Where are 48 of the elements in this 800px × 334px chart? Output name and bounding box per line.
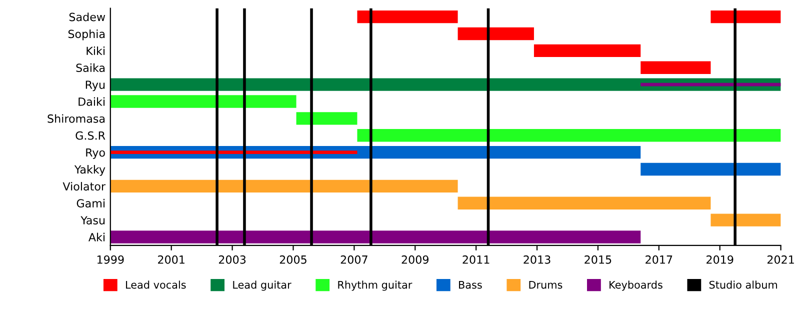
y-tick-label: G.S.R <box>76 131 106 140</box>
legend-label: Bass <box>459 280 482 289</box>
y-tick-label: Yakky <box>74 165 106 176</box>
x-tick-label: 2003 <box>218 255 246 264</box>
y-tick-label: Kiki <box>86 46 104 55</box>
legend-label: Lead guitar <box>233 280 292 291</box>
y-tick-label: Sadew <box>69 12 106 22</box>
bar <box>710 10 781 24</box>
x-tick-label: 2019 <box>706 255 734 264</box>
y-tick-label: Saika <box>76 63 105 72</box>
x-tick-label: 1999 <box>97 255 124 264</box>
legend-label: Rhythm guitar <box>338 280 412 291</box>
bar <box>357 129 781 142</box>
x-tick-label: 2005 <box>280 255 306 264</box>
x-tick-label: 2009 <box>402 255 428 264</box>
bar <box>640 61 711 74</box>
bar <box>110 230 641 244</box>
x-tick-label: 2017 <box>646 255 672 264</box>
bar <box>110 95 296 108</box>
legend-label: Keyboards <box>610 280 662 291</box>
bar <box>458 27 534 40</box>
bar <box>110 150 358 154</box>
bar <box>458 196 711 210</box>
y-tick-label: Gami <box>76 198 104 208</box>
y-tick-label: Shiromasa <box>48 114 105 123</box>
y-tick-label: Sophia <box>68 30 105 40</box>
y-tick-label: Daiki <box>78 97 104 106</box>
legend-label: Studio album <box>709 280 778 289</box>
x-tick-label: 2007 <box>340 255 368 264</box>
x-tick-label: 2021 <box>767 255 794 264</box>
x-tick-label: 2013 <box>524 255 550 264</box>
bar <box>110 180 458 193</box>
y-tick-label: Ryu <box>86 80 105 92</box>
bar <box>296 112 358 125</box>
legend-label: Drums <box>529 280 562 289</box>
y-tick-label: Aki <box>88 232 104 242</box>
y-tick-label: Yasu <box>80 216 105 224</box>
bar <box>640 162 781 176</box>
legend-label: Lead vocals <box>126 280 186 289</box>
bar <box>534 44 641 58</box>
bar <box>357 10 458 24</box>
bar <box>710 214 781 226</box>
y-tick-label: Violator <box>62 182 106 191</box>
bar <box>640 82 781 86</box>
x-tick-label: 2001 <box>158 255 184 264</box>
y-tick-label: Ryo <box>86 148 105 159</box>
x-tick-label: 2011 <box>462 255 490 264</box>
x-tick-label: 2015 <box>584 255 612 264</box>
